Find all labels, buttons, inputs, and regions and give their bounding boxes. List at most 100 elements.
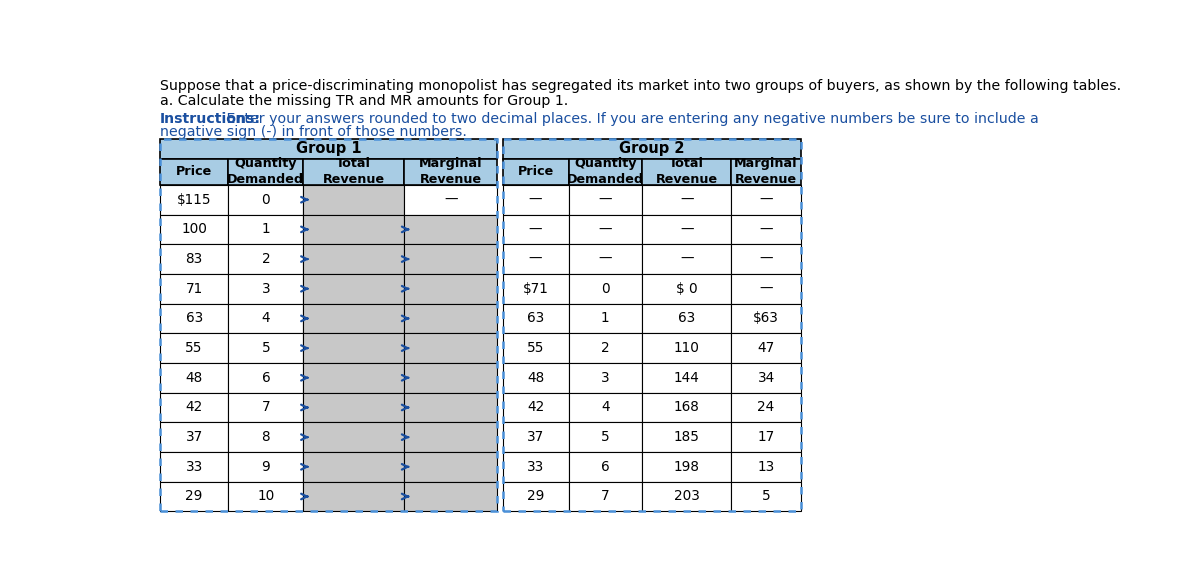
Text: 144: 144 <box>673 370 700 385</box>
Bar <box>731 423 802 452</box>
Bar <box>160 452 228 481</box>
Text: 37: 37 <box>527 430 544 444</box>
Text: negative sign (-) in front of those numbers.: negative sign (-) in front of those numb… <box>160 125 467 139</box>
Text: 34: 34 <box>757 370 775 385</box>
Text: 3: 3 <box>601 370 610 385</box>
Text: 5: 5 <box>262 341 270 355</box>
Text: Quantity
Demanded: Quantity Demanded <box>566 157 644 186</box>
Bar <box>642 481 731 512</box>
Bar <box>304 452 404 481</box>
Bar <box>228 185 304 214</box>
Bar <box>404 274 497 303</box>
Bar <box>731 185 802 214</box>
Bar <box>642 303 731 334</box>
Text: —: — <box>599 192 612 207</box>
Bar <box>160 214 228 244</box>
Text: 110: 110 <box>673 341 700 355</box>
Bar <box>404 423 497 452</box>
Bar <box>642 214 731 244</box>
Bar <box>404 363 497 392</box>
Text: 9: 9 <box>262 460 270 474</box>
Bar <box>731 363 802 392</box>
Text: 6: 6 <box>601 460 610 474</box>
Text: —: — <box>444 192 457 207</box>
Bar <box>503 159 569 185</box>
Bar <box>569 423 642 452</box>
Bar <box>731 159 802 185</box>
Bar <box>503 423 569 452</box>
Bar <box>160 334 228 363</box>
Bar <box>228 159 304 185</box>
Text: 6: 6 <box>262 370 270 385</box>
Text: Marginal
Revenue: Marginal Revenue <box>734 157 798 186</box>
Text: 17: 17 <box>757 430 775 444</box>
Text: $63: $63 <box>754 312 779 325</box>
Text: —: — <box>680 192 694 207</box>
Text: 10: 10 <box>257 490 275 503</box>
Bar <box>404 481 497 512</box>
Bar <box>404 185 497 214</box>
Bar <box>569 185 642 214</box>
Text: 4: 4 <box>601 401 610 414</box>
Bar <box>503 452 569 481</box>
Bar <box>404 244 497 274</box>
Text: Total
Revenue: Total Revenue <box>655 157 718 186</box>
Text: a. Calculate the missing TR and MR amounts for Group 1.: a. Calculate the missing TR and MR amoun… <box>160 94 569 108</box>
Bar <box>404 303 497 334</box>
Text: Group 2: Group 2 <box>619 141 684 156</box>
Bar <box>228 303 304 334</box>
Bar <box>569 244 642 274</box>
Bar <box>503 139 802 159</box>
Bar <box>503 274 569 303</box>
Bar <box>642 334 731 363</box>
Text: 2: 2 <box>601 341 610 355</box>
Bar <box>731 452 802 481</box>
Bar <box>228 334 304 363</box>
Text: Instructions:: Instructions: <box>160 112 262 125</box>
Bar <box>503 334 569 363</box>
Text: 29: 29 <box>527 490 545 503</box>
Text: 42: 42 <box>527 401 544 414</box>
Bar <box>304 244 404 274</box>
Bar <box>569 214 642 244</box>
Bar <box>404 452 497 481</box>
Text: 83: 83 <box>186 252 203 266</box>
Text: 63: 63 <box>186 312 203 325</box>
Text: —: — <box>760 281 773 296</box>
Bar <box>731 481 802 512</box>
Bar <box>569 481 642 512</box>
Text: 63: 63 <box>527 312 544 325</box>
Text: Marginal
Revenue: Marginal Revenue <box>419 157 482 186</box>
Text: 100: 100 <box>181 223 208 236</box>
Bar <box>304 481 404 512</box>
Bar <box>731 392 802 423</box>
Bar <box>404 392 497 423</box>
Text: —: — <box>529 192 542 207</box>
Text: Price: Price <box>176 165 212 178</box>
Bar <box>228 423 304 452</box>
Bar <box>569 159 642 185</box>
Text: 71: 71 <box>186 281 203 296</box>
Bar <box>569 303 642 334</box>
Bar <box>304 363 404 392</box>
Text: $71: $71 <box>523 281 548 296</box>
Bar <box>503 392 569 423</box>
Text: 0: 0 <box>262 192 270 207</box>
Bar <box>160 481 228 512</box>
Bar <box>228 452 304 481</box>
Bar <box>642 452 731 481</box>
Text: 48: 48 <box>527 370 544 385</box>
Bar <box>642 392 731 423</box>
Bar <box>160 185 228 214</box>
Text: $115: $115 <box>176 192 211 207</box>
Text: 3: 3 <box>262 281 270 296</box>
Bar <box>731 244 802 274</box>
Bar <box>404 159 497 185</box>
Bar <box>503 244 569 274</box>
Text: 1: 1 <box>262 223 270 236</box>
Text: 47: 47 <box>757 341 775 355</box>
Bar <box>160 363 228 392</box>
Text: —: — <box>760 223 773 236</box>
Text: —: — <box>760 192 773 207</box>
Bar <box>731 274 802 303</box>
